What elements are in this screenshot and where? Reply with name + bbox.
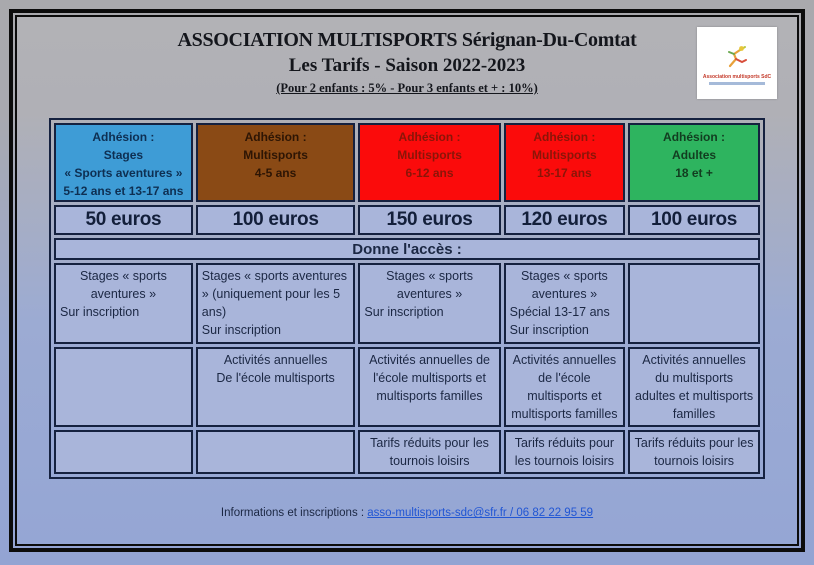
header-multisports-4-5: Adhésion : Multisports 4-5 ans bbox=[195, 123, 356, 202]
header-row: Adhésion : Stages « Sports aventures » 5… bbox=[54, 123, 760, 202]
header-line: « Sports aventures » bbox=[64, 166, 183, 180]
price-13-17: 120 euros bbox=[503, 205, 626, 235]
access-text: Activités annuelles de l'école multispor… bbox=[369, 352, 490, 403]
access-text: Tarifs réduits pour les tournois loisirs bbox=[514, 436, 615, 469]
header-line: Adhésion : bbox=[398, 130, 461, 144]
header-line: 13-17 ans bbox=[537, 166, 592, 180]
title-block: ASSOCIATION MULTISPORTS Sérignan-Du-Comt… bbox=[17, 17, 797, 96]
header-multisports-6-12: Adhésion : Multisports 6-12 ans bbox=[358, 123, 501, 202]
access-cell: Activités annuelles de l'école multispor… bbox=[503, 346, 626, 427]
header-line: 4-5 ans bbox=[254, 166, 297, 180]
header-line: Multisports bbox=[243, 148, 308, 162]
header-stages-aventures: Adhésion : Stages « Sports aventures » 5… bbox=[54, 123, 193, 202]
access-cell-empty bbox=[54, 346, 193, 427]
access-text: Activités annuelles du multisports adult… bbox=[635, 352, 754, 421]
header-line: Multisports bbox=[532, 148, 597, 162]
access-text: Stages « sports aventures » bbox=[520, 269, 608, 302]
runner-icon bbox=[728, 45, 747, 67]
poster-frame: ASSOCIATION MULTISPORTS Sérignan-Du-Comt… bbox=[9, 9, 805, 552]
access-label-row: Donne l'accès : bbox=[54, 238, 760, 260]
header-adultes: Adhésion : Adultes 18 et + bbox=[628, 123, 760, 202]
header-line: Adultes bbox=[672, 148, 717, 162]
header-line: 6-12 ans bbox=[405, 166, 454, 180]
logo-tagline-line bbox=[709, 81, 765, 85]
access-note: Sur inscription bbox=[509, 323, 589, 338]
logo-text: Association multisports SdC bbox=[702, 73, 772, 80]
access-row-3: Tarifs réduits pour les tournois loisirs… bbox=[54, 430, 760, 475]
access-text: Tarifs réduits pour les tournois loisirs bbox=[634, 436, 754, 469]
page-subtitle: Les Tarifs - Saison 2022-2023 bbox=[288, 55, 526, 76]
access-text: Stages « sports aventures » bbox=[79, 269, 167, 302]
access-cell: Activités annuelles du multisports adult… bbox=[628, 346, 760, 427]
access-cell-empty bbox=[54, 430, 193, 475]
access-subtext: Spécial 13-17 ans bbox=[509, 305, 610, 320]
access-label: Donne l'accès : bbox=[54, 238, 760, 260]
access-note: Sur inscription bbox=[364, 305, 444, 320]
contact-link[interactable]: asso-multisports-sdc@sfr.fr / 06 82 22 9… bbox=[367, 507, 594, 520]
tarifs-table: Adhésion : Stages « Sports aventures » 5… bbox=[51, 120, 763, 477]
header-line: Adhésion : bbox=[92, 130, 155, 144]
access-cell: Activités annuelles De l'école multispor… bbox=[195, 346, 356, 427]
header-line: Adhésion : bbox=[663, 130, 726, 144]
discount-note: (Pour 2 enfants : 5% - Pour 3 enfants et… bbox=[276, 81, 538, 95]
access-cell: Stages « sports aventures » Sur inscript… bbox=[358, 263, 501, 344]
access-cell: Tarifs réduits pour les tournois loisirs bbox=[503, 430, 626, 475]
access-text: De l'école multisports bbox=[216, 370, 335, 385]
header-line: 18 et + bbox=[675, 166, 713, 180]
access-note: Sur inscription bbox=[201, 323, 281, 338]
access-text: Stages « sports aventures » bbox=[386, 269, 473, 302]
footer: Informations et inscriptions : asso-mult… bbox=[17, 507, 797, 519]
access-cell: Stages « sports aventures » (uniquement … bbox=[195, 263, 356, 344]
association-logo: Association multisports SdC bbox=[697, 27, 777, 99]
access-cell-empty bbox=[195, 430, 356, 475]
price-stages: 50 euros bbox=[54, 205, 193, 235]
header-line: Adhésion : bbox=[244, 130, 307, 144]
access-cell: Stages « sports aventures » Spécial 13-1… bbox=[503, 263, 626, 344]
header-line: Adhésion : bbox=[533, 130, 596, 144]
price-6-12: 150 euros bbox=[358, 205, 501, 235]
price-row: 50 euros 100 euros 150 euros 120 euros 1… bbox=[54, 205, 760, 235]
price-adultes: 100 euros bbox=[628, 205, 760, 235]
access-cell: Activités annuelles de l'école multispor… bbox=[358, 346, 501, 427]
access-cell: Stages « sports aventures » Sur inscript… bbox=[54, 263, 193, 344]
access-cell: Tarifs réduits pour les tournois loisirs bbox=[358, 430, 501, 475]
header-line: Stages bbox=[103, 148, 144, 162]
access-row-1: Stages « sports aventures » Sur inscript… bbox=[54, 263, 760, 344]
price-4-5: 100 euros bbox=[195, 205, 356, 235]
header-multisports-13-17: Adhésion : Multisports 13-17 ans bbox=[503, 123, 626, 202]
access-text: Stages « sports aventures » (uniquement … bbox=[201, 269, 348, 320]
access-note: Sur inscription bbox=[60, 305, 140, 320]
poster-content: ASSOCIATION MULTISPORTS Sérignan-Du-Comt… bbox=[15, 15, 799, 546]
header-line: Multisports bbox=[397, 148, 462, 162]
footer-label: Informations et inscriptions : bbox=[220, 507, 368, 520]
access-text: Tarifs réduits pour les tournois loisirs bbox=[370, 436, 489, 469]
access-cell: Tarifs réduits pour les tournois loisirs bbox=[628, 430, 760, 475]
page-title: ASSOCIATION MULTISPORTS Sérignan-Du-Comt… bbox=[177, 29, 637, 51]
access-cell-empty bbox=[628, 263, 760, 344]
tarifs-table-wrapper: Adhésion : Stages « Sports aventures » 5… bbox=[49, 118, 765, 480]
access-text: Activités annuelles de l'école multispor… bbox=[511, 352, 618, 421]
access-text: Activités annuelles bbox=[223, 352, 328, 367]
header-line: 5-12 ans et 13-17 ans bbox=[63, 184, 184, 198]
access-row-2: Activités annuelles De l'école multispor… bbox=[54, 346, 760, 427]
